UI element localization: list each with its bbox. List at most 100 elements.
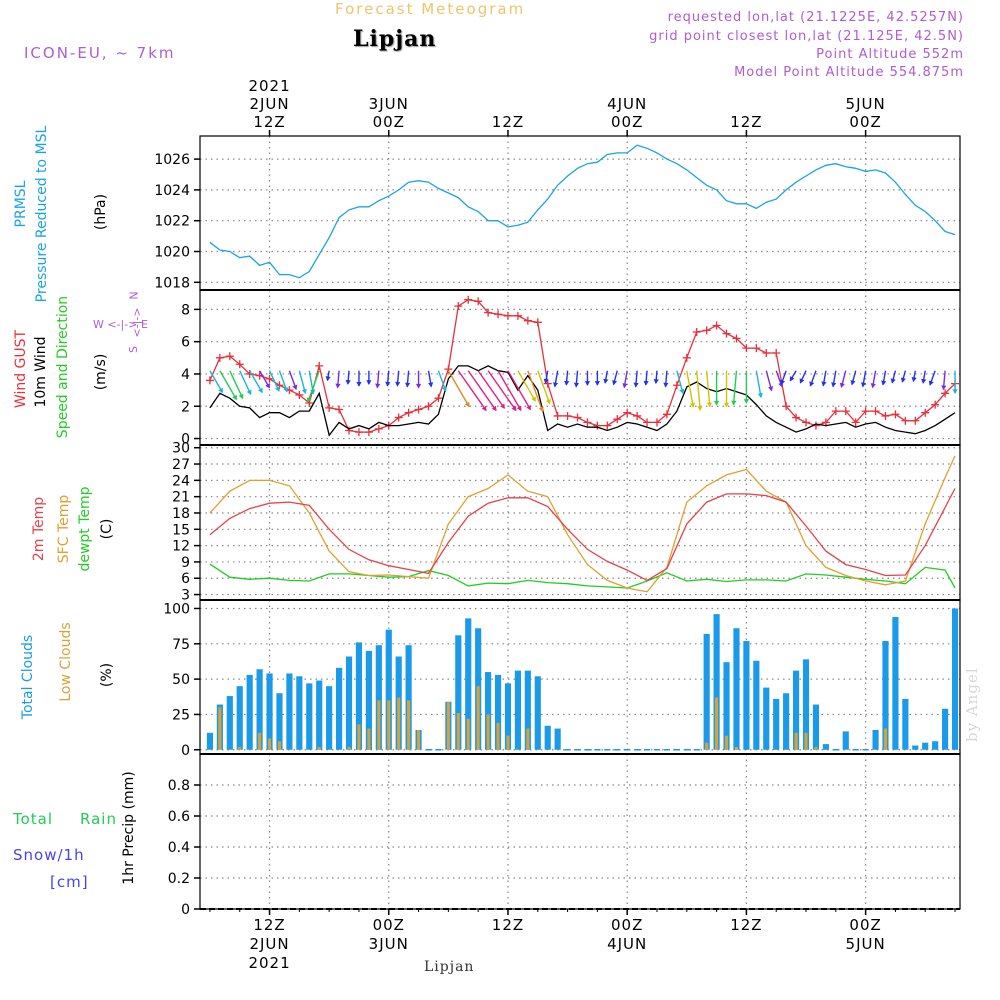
wind-gust-point: [593, 421, 602, 430]
total-cloud-bar: [494, 674, 502, 750]
wind-arrow: [732, 370, 738, 405]
wind-arrow: [487, 370, 517, 411]
y-tick-label: 1026: [154, 152, 190, 168]
bottom-time-label: 12Z: [253, 916, 285, 934]
wind-arrow: [527, 370, 544, 412]
bottom-time-label: 2021: [248, 954, 290, 972]
wind-arrow-head: [612, 380, 618, 386]
y-tick-label: 21: [172, 490, 190, 506]
wind-gust-point: [603, 421, 612, 430]
chart-title: Forecast Meteogram: [335, 0, 526, 18]
total-cloud-bar: [783, 693, 790, 750]
total-cloud-bar: [465, 618, 472, 750]
wind-arrow-head: [653, 379, 659, 385]
low-cloud-bar: [238, 746, 242, 750]
point-altitude: Point Altitude 552m: [816, 47, 964, 62]
total-cloud-bar: [723, 662, 730, 750]
grid-point-coordinates: grid point closest lon,lat (21.125E, 42.…: [649, 29, 964, 44]
low-cloud-bar: [506, 735, 510, 750]
top-time-label: 12Z: [730, 113, 762, 131]
wind-arrow-head: [500, 403, 505, 409]
wind-gust-point: [563, 411, 572, 420]
top-time-label: 00Z: [611, 113, 643, 131]
total-cloud-bar: [812, 704, 820, 750]
wind-gust-point: [762, 348, 771, 357]
top-time-label: 00Z: [849, 113, 881, 131]
wind-arrow-head: [516, 405, 522, 412]
wind-gust-point: [503, 311, 512, 320]
wind-gust-label: Wind GUST: [13, 329, 29, 409]
top-time-label: 2021: [248, 77, 290, 95]
y-tick-label: 0.2: [168, 871, 190, 887]
low-cloud-bar: [734, 746, 739, 750]
station-name: Lipjan: [353, 26, 437, 52]
wind-arrow: [307, 370, 320, 403]
model-point-altitude: Model Point Altitude 554.875m: [734, 65, 964, 80]
wind-gust-point: [434, 394, 443, 403]
y-tick-label: 0: [181, 432, 190, 448]
wind-gust-point: [722, 329, 731, 338]
cloud-bars: [206, 608, 959, 751]
total-cloud-bar: [306, 683, 313, 750]
wind-gust-point: [235, 360, 244, 369]
wind-gust-point: [454, 302, 463, 311]
y-tick-label: 0.6: [168, 809, 190, 825]
wind-arrow-head: [780, 379, 786, 385]
wind-arrow: [755, 370, 762, 398]
y-tick-label: 0: [181, 743, 190, 759]
snow-label: Snow/1h: [13, 846, 85, 864]
total-cloud-bar: [504, 683, 512, 750]
y-tick-label: 27: [172, 457, 190, 473]
wind-gust-point: [692, 327, 701, 336]
total-cloud-bar: [932, 741, 939, 750]
wind-arrow-head: [415, 383, 422, 389]
wind-arrow-head: [663, 382, 669, 388]
wind-arrow-head: [306, 397, 312, 403]
y-tick-label: 6: [181, 335, 190, 351]
total-cloud-bar: [246, 674, 253, 750]
wind-gust-point: [802, 418, 811, 427]
wind-arrow-head: [385, 381, 391, 387]
temp-unit-label: (C): [99, 518, 115, 540]
wind-gust-point: [643, 418, 652, 427]
wind-gust-point: [662, 410, 671, 419]
y-tick-label: 1024: [154, 183, 190, 199]
bottom-time-label: 2JUN: [249, 935, 289, 953]
total-cloud-bar: [743, 640, 750, 750]
wind-arrow: [219, 370, 238, 400]
total-cloud-bar: [455, 635, 462, 750]
compass-n-label: N: [127, 291, 141, 300]
total-cloud-bar: [365, 650, 372, 750]
total-cloud-bar: [951, 608, 959, 750]
total-cloud-bar: [872, 729, 879, 750]
bottom-time-label: 5JUN: [846, 935, 886, 953]
low-cloud-bar: [486, 714, 490, 750]
wind-arrow: [209, 370, 224, 393]
wind-arrow-head: [428, 382, 434, 388]
low-cloud-bar: [317, 746, 321, 750]
y-tick-label: 0: [181, 902, 190, 918]
wind-gust-point: [702, 326, 711, 335]
wind-arrow-head: [325, 376, 331, 382]
y-tick-label: 1020: [154, 245, 190, 261]
total-cloud-bar: [882, 640, 889, 750]
wind-arrow-head: [743, 399, 749, 404]
wind-gust-point: [613, 415, 622, 424]
wind-gust-point: [494, 310, 503, 319]
total-cloud-bar: [226, 696, 233, 750]
temp-2m-label: 2m Temp: [31, 496, 47, 562]
wind-arrow-head: [543, 378, 549, 384]
sfc-temp-line: [209, 455, 956, 593]
wind-arrow: [229, 370, 244, 399]
wind-gust-point: [394, 413, 403, 422]
total-cloud-bar: [266, 673, 273, 750]
wind-gust-point: [633, 411, 642, 420]
low-cloud-bar: [387, 700, 391, 750]
wind-arrow-head: [768, 386, 774, 392]
pressure-line: [209, 144, 956, 279]
bottom-station-label: Lipjan: [424, 959, 475, 975]
total-cloud-bar: [355, 642, 363, 750]
low-cloud-bar: [277, 741, 282, 750]
low-cloud-bar: [268, 738, 272, 750]
wind-arrow-head: [870, 383, 876, 389]
